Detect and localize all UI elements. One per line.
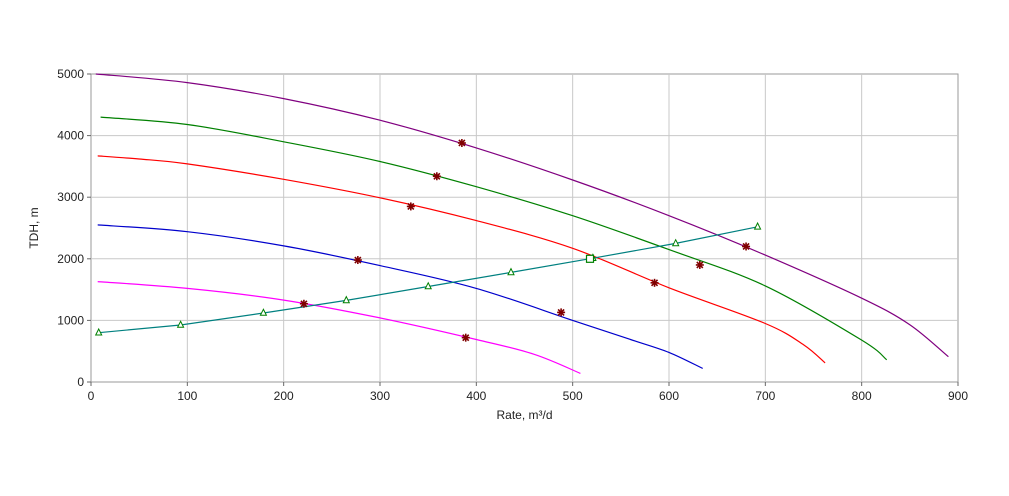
triangle-marker: [94, 327, 103, 336]
marker-layer: [94, 138, 762, 342]
series-line-2: [97, 155, 826, 364]
series-line-0: [95, 73, 949, 358]
star-marker: [557, 308, 566, 317]
star-marker: [695, 260, 704, 269]
x-tick-label: 200: [274, 389, 294, 403]
grid: [87, 73, 959, 386]
x-tick-label: 700: [755, 389, 775, 403]
y-axis-title: TDH, m: [27, 207, 41, 248]
operating-point-marker: [585, 254, 595, 263]
triangle-marker: [671, 238, 680, 247]
plot-area: [90, 73, 959, 383]
y-tick-label: 3000: [57, 190, 84, 204]
x-axis-title: Rate, m³/d: [496, 408, 552, 422]
star-marker: [432, 172, 441, 181]
x-tick-label: 400: [466, 389, 486, 403]
y-tick-label: 5000: [57, 67, 84, 81]
y-tick-label: 4000: [57, 129, 84, 143]
x-tick-label: 100: [177, 389, 197, 403]
x-tick-label: 800: [852, 389, 872, 403]
series-line-1: [100, 116, 888, 361]
triangle-marker: [424, 281, 433, 290]
y-tick-label: 2000: [57, 252, 84, 266]
star-marker: [406, 202, 415, 211]
star-marker: [457, 138, 466, 147]
star-marker: [353, 256, 362, 265]
x-tick-label: 900: [948, 389, 968, 403]
star-marker: [299, 299, 308, 308]
x-tick-label: 300: [370, 389, 390, 403]
x-tick-label: 0: [88, 389, 95, 403]
x-tick-label: 500: [563, 389, 583, 403]
y-tick-labels: 0 1000 2000 3000 4000 5000: [57, 67, 84, 389]
y-tick-label: 0: [77, 375, 84, 389]
series-line-3: [97, 224, 703, 369]
y-tick-label: 1000: [57, 313, 84, 327]
star-marker: [742, 242, 751, 251]
triangle-marker: [507, 267, 515, 276]
triangle-marker: [259, 308, 268, 316]
series-line-4: [97, 281, 581, 374]
star-marker: [650, 278, 659, 287]
triangle-marker: [342, 295, 351, 304]
x-tick-label: 600: [659, 389, 679, 403]
triangle-marker: [176, 320, 185, 328]
x-tick-labels: 0 100 200 300 400 500 600 700 800 900: [88, 389, 969, 403]
triangle-marker: [753, 221, 762, 230]
star-marker: [461, 333, 470, 342]
